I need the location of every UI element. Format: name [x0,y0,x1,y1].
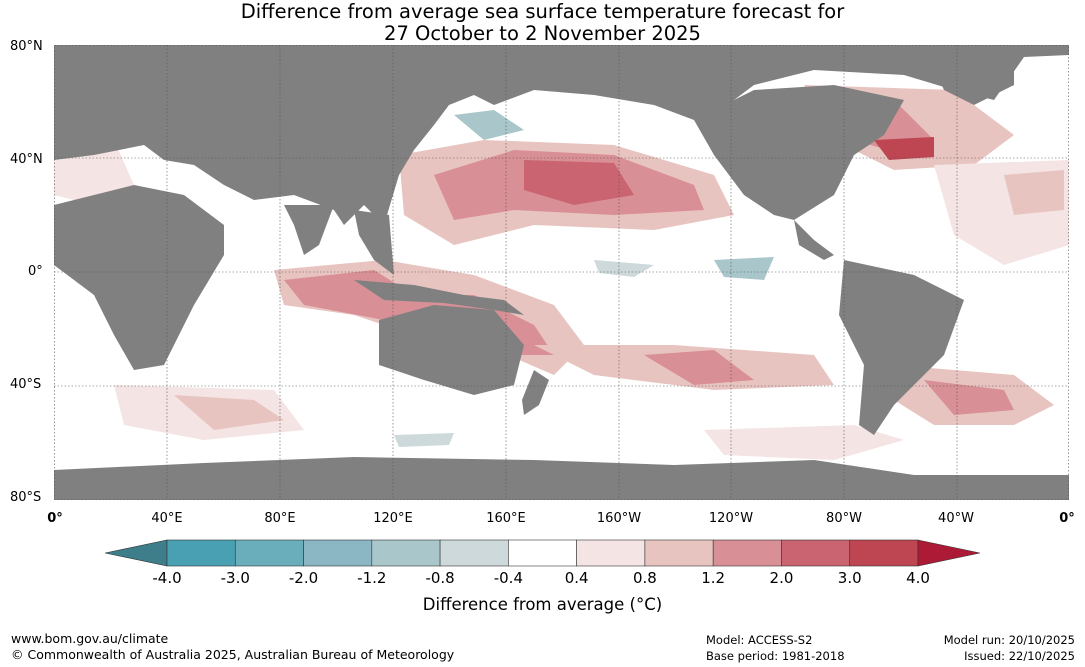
lon-label-120w: 120°W [708,511,754,526]
lon-label-160e: 160°E [486,511,526,526]
cool-anomaly-regions [394,110,774,447]
colorbar-bin [849,539,919,567]
colorbar-bin [439,539,509,567]
colorbar-title: Difference from average (°C) [422,595,663,614]
labrador-strong-warm [874,137,934,160]
north-america-landmass [694,85,904,220]
footer-model: Model: ACCESS-S2 [706,633,813,647]
australia-landmass [379,305,524,395]
new-zealand-landmass [522,370,549,415]
colorbar-low-extend [105,539,168,567]
lat-label-80n: 80°N [10,39,43,54]
colorbar-tick-label: 1.2 [701,569,726,587]
sst-anomaly-map [54,45,1069,500]
map-gridlines [54,45,1069,500]
colorbar-tick-label: 0.8 [632,569,657,587]
indonesia-landmass [354,280,524,315]
colorbar-tick-label: 4.0 [906,569,930,587]
colorbar-tick-label: -0.4 [493,569,523,587]
colorbar-tick-label: -4.0 [152,569,182,587]
footer-url: www.bom.gov.au/climate [11,631,169,646]
colorbar-tick-label: -0.8 [425,569,455,587]
colorbar-bin [781,539,851,567]
lon-label-0-right: 0° [1059,511,1075,526]
footer-base-period: Base period: 1981-2018 [706,649,845,663]
map-frame [54,45,1069,500]
southern-ocean-cool-region [394,433,454,447]
lon-label-40w: 40°W [938,511,974,526]
colorbar-segments [105,539,980,567]
colorbar-bin [303,539,373,567]
footer-model-run: Model run: 20/10/2025 [943,633,1075,647]
lon-label-0-left: 0° [47,511,63,526]
colorbar-tick-label: -1.2 [357,569,387,587]
east-atlantic-warm [1004,170,1064,215]
north-pacific-strong-warm [524,160,634,205]
colorbar-bin [712,539,782,567]
colorbar-high-extend [917,539,980,567]
lon-label-40e: 40°E [151,511,183,526]
south-america-landmass [839,260,964,435]
colorbar-bin [166,539,236,567]
lat-label-40n: 40°N [10,152,43,167]
greenland-landmass [924,45,1014,105]
southern-indian-warm [174,395,284,430]
colorbar-tick-label: 3.0 [837,569,862,587]
central-pacific-cool-region [594,260,654,277]
south-pacific-moderate-warm [644,350,754,385]
lon-label-80w: 80°W [826,511,862,526]
map-title-line-1: Difference from average sea surface temp… [240,0,845,23]
africa-landmass [54,185,224,370]
south-atlantic-moderate-warm [924,380,1014,415]
colorbar-tick-label: -2.0 [288,569,319,587]
colorbar-tick-label: -3.0 [220,569,250,587]
land-masses [54,45,1069,500]
central-america-landmass [794,220,834,260]
eurasia-landmass [54,45,1069,225]
india-landmass [284,205,334,255]
colorbar-tick-label: 2.0 [769,569,794,587]
lon-label-80e: 80°E [264,511,296,526]
footer-issued: Issued: 22/10/2025 [964,649,1075,663]
colorbar-bin [644,539,714,567]
lat-label-equator: 0° [28,264,43,279]
kuroshio-cool-region [454,110,524,140]
colorbar [105,539,980,567]
colorbar-bin [234,539,304,567]
colorbar-tick-label: 0.4 [564,569,589,587]
lat-label-40s: 40°S [10,377,42,392]
lat-label-80s: 80°S [10,490,42,505]
lon-label-120e: 120°E [373,511,413,526]
map-title-line-2: 27 October to 2 November 2025 [384,22,701,45]
lon-label-160w: 160°W [596,511,642,526]
footer-copyright: © Commonwealth of Australia 2025, Austra… [11,647,455,662]
colorbar-bin [508,539,577,567]
colorbar-bin [371,539,441,567]
eastern-pacific-cool-region [714,257,774,280]
indochina-landmass [354,210,394,275]
antarctica-landmass [54,457,1069,500]
colorbar-bin [576,539,646,567]
southern-pacific-weak-warm [704,425,904,460]
